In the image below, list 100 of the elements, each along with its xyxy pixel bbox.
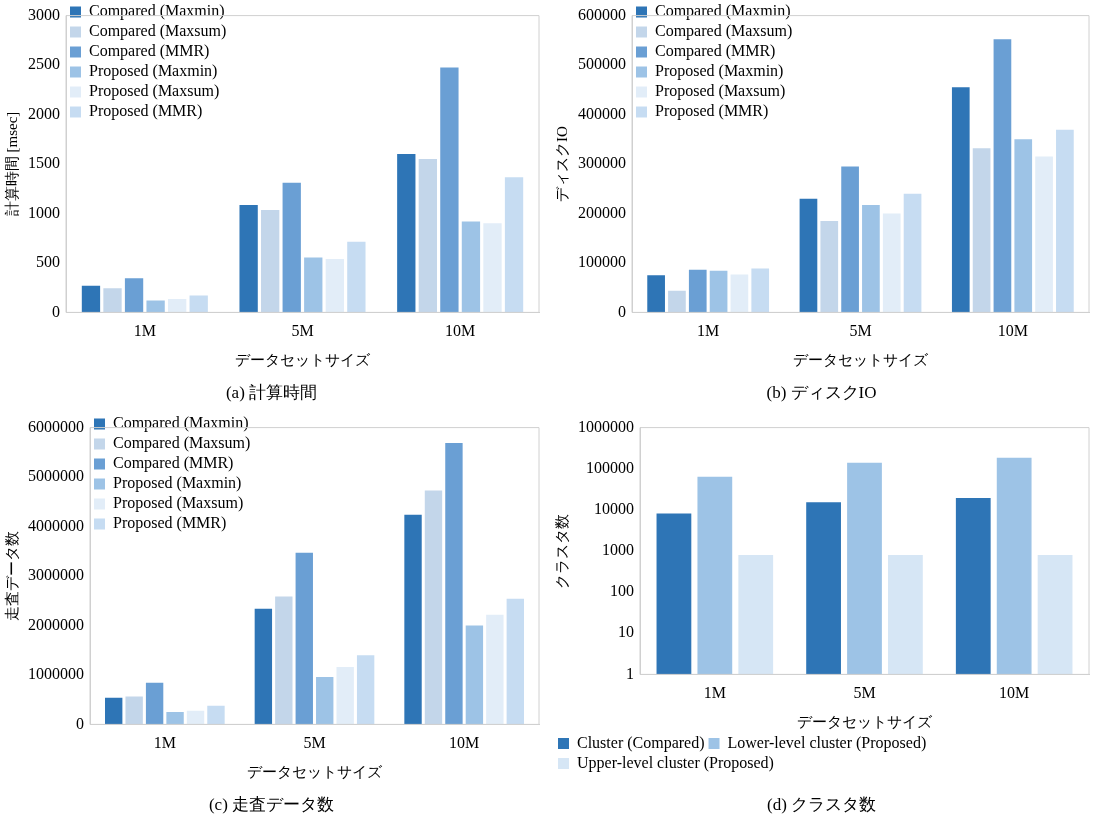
legend-label: Compared (Maxmin) <box>655 2 791 21</box>
text: (c) 走査データ数 <box>208 795 335 815</box>
y-tick-label: 3000 <box>28 5 60 23</box>
y-axis-title: 走査データ数 <box>3 531 20 621</box>
x-tick-label: 5M <box>853 684 876 702</box>
y-tick-label: 1000000 <box>578 417 634 435</box>
x-tick-label: 5M <box>291 322 314 340</box>
y-tick-label: 0 <box>76 714 84 732</box>
bar <box>254 608 273 725</box>
legend-label: Proposed (Maxsum) <box>89 82 220 101</box>
x-axis-title: データセットサイズ <box>247 763 383 780</box>
bar <box>146 300 165 313</box>
y-tick-label: 3000000 <box>28 566 84 584</box>
bar <box>1056 129 1074 313</box>
legend-label: Compared (Maxmin) <box>113 414 249 433</box>
y-tick-label: 300000 <box>578 154 626 172</box>
bar <box>993 39 1012 313</box>
y-axis-title: ディスクIO <box>553 125 570 202</box>
bar <box>882 213 901 313</box>
bar <box>506 598 524 725</box>
y-tick-label: 500000 <box>578 55 626 73</box>
bar <box>145 682 164 725</box>
bar <box>103 288 122 313</box>
y-tick-label: 200000 <box>578 203 626 221</box>
text: (a) 計算時間 <box>225 383 318 403</box>
bar <box>418 159 437 313</box>
y-tick-label: 100000 <box>586 458 634 476</box>
bar <box>356 655 375 725</box>
legend-label: Proposed (MMR) <box>113 514 227 533</box>
legend-label: Upper-level cluster (Proposed) <box>577 753 774 772</box>
y-tick-label: 400000 <box>578 104 626 122</box>
x-axis-title: データセットサイズ <box>797 713 933 730</box>
legend-label: Compared (Maxsum) <box>89 22 227 41</box>
y-tick-label: 1000000 <box>28 665 84 683</box>
bar <box>282 182 301 313</box>
legend-label: Proposed (Maxmin) <box>89 62 218 81</box>
bar <box>465 625 484 725</box>
bar <box>951 87 970 313</box>
bar <box>168 299 187 313</box>
y-tick-label: 100 <box>610 582 634 600</box>
legend-label: Compared (MMR) <box>89 42 210 61</box>
y-tick-label: 1 <box>626 664 634 682</box>
y-tick-label: 2000000 <box>28 615 84 633</box>
bar <box>820 220 839 313</box>
bar <box>186 710 205 725</box>
bar <box>461 221 481 313</box>
legend-label: Lower-level cluster (Proposed) <box>727 733 927 752</box>
y-tick-label: 10000 <box>594 500 634 518</box>
bar <box>972 148 991 313</box>
x-axis-title: データセットサイズ <box>793 351 929 368</box>
bar <box>1014 139 1033 313</box>
y-tick-label: 600000 <box>578 5 626 23</box>
bar <box>751 268 770 313</box>
bar <box>166 712 184 725</box>
legend-label: Proposed (Maxmin) <box>113 474 242 493</box>
bar <box>404 514 422 725</box>
y-tick-label: 1000 <box>28 203 60 221</box>
legend-label: Proposed (MMR) <box>655 102 769 121</box>
y-tick-label: 6000000 <box>28 417 84 435</box>
y-axis-title: クラスタ数 <box>553 513 570 589</box>
legend-label: Compared (Maxsum) <box>113 434 251 453</box>
y-tick-label: 500 <box>36 253 60 271</box>
bar <box>325 258 344 313</box>
bar <box>304 257 323 313</box>
bar <box>397 154 416 313</box>
x-tick-label: 10M <box>999 684 1030 702</box>
bar <box>483 223 502 313</box>
y-tick-label: 1500 <box>28 154 60 172</box>
x-tick-label: 1M <box>153 734 176 752</box>
bar <box>105 697 123 725</box>
bar <box>275 596 293 725</box>
y-axis-title: 計算時間 [msec] <box>3 111 20 217</box>
y-tick-label: 1000 <box>602 541 634 559</box>
bar <box>295 552 313 725</box>
legend-label: Proposed (MMR) <box>89 102 203 121</box>
y-tick-label: 4000000 <box>28 516 84 534</box>
legend-label: Cluster (Compared) <box>577 733 705 752</box>
bar <box>316 676 334 725</box>
bar <box>799 198 818 313</box>
bar <box>647 275 665 313</box>
x-tick-label: 1M <box>133 322 156 340</box>
bar <box>440 67 459 313</box>
x-tick-label: 10M <box>997 322 1028 340</box>
legend-label: Proposed (Maxsum) <box>113 494 244 513</box>
x-tick-label: 1M <box>703 684 726 702</box>
y-tick-label: 100000 <box>578 253 626 271</box>
text: (b) ディスクIO <box>766 383 877 403</box>
bar <box>239 205 258 313</box>
bar <box>730 274 749 313</box>
legend-label: Compared (MMR) <box>113 454 234 473</box>
bar <box>688 269 707 313</box>
legend-label: Compared (Maxmin) <box>89 2 225 21</box>
legend-label: Compared (Maxsum) <box>655 22 793 41</box>
bar <box>125 696 143 725</box>
bar <box>424 490 443 725</box>
y-tick-label: 10 <box>618 623 634 641</box>
bar <box>445 442 463 725</box>
x-tick-label: 1M <box>697 322 720 340</box>
text: (d) クラスタ数 <box>766 795 877 815</box>
bar <box>347 241 366 313</box>
